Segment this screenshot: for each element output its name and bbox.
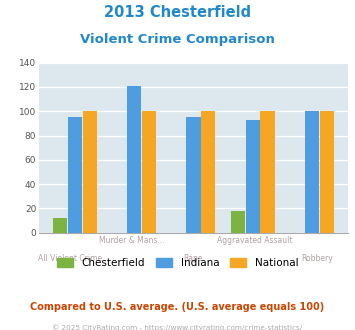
Bar bbox=[53, 218, 67, 233]
Bar bbox=[68, 117, 82, 233]
Text: Compared to U.S. average. (U.S. average equals 100): Compared to U.S. average. (U.S. average … bbox=[31, 302, 324, 312]
Bar bbox=[201, 111, 215, 233]
Bar bbox=[83, 111, 97, 233]
Bar bbox=[305, 111, 319, 233]
Bar bbox=[127, 86, 141, 233]
Bar bbox=[261, 111, 275, 233]
Text: Rape: Rape bbox=[184, 254, 203, 263]
Legend: Chesterfield, Indiana, National: Chesterfield, Indiana, National bbox=[53, 253, 302, 272]
Text: 2013 Chesterfield: 2013 Chesterfield bbox=[104, 5, 251, 20]
Bar bbox=[246, 120, 260, 233]
Bar bbox=[186, 117, 201, 233]
Text: Violent Crime Comparison: Violent Crime Comparison bbox=[80, 33, 275, 46]
Text: Murder & Mans...: Murder & Mans... bbox=[99, 236, 164, 245]
Bar bbox=[320, 111, 334, 233]
Bar bbox=[231, 211, 245, 233]
Text: All Violent Crime: All Violent Crime bbox=[38, 254, 102, 263]
Text: Robbery: Robbery bbox=[301, 254, 333, 263]
Bar bbox=[142, 111, 156, 233]
Text: Aggravated Assault: Aggravated Assault bbox=[218, 236, 293, 245]
Text: © 2025 CityRating.com - https://www.cityrating.com/crime-statistics/: © 2025 CityRating.com - https://www.city… bbox=[53, 324, 302, 330]
